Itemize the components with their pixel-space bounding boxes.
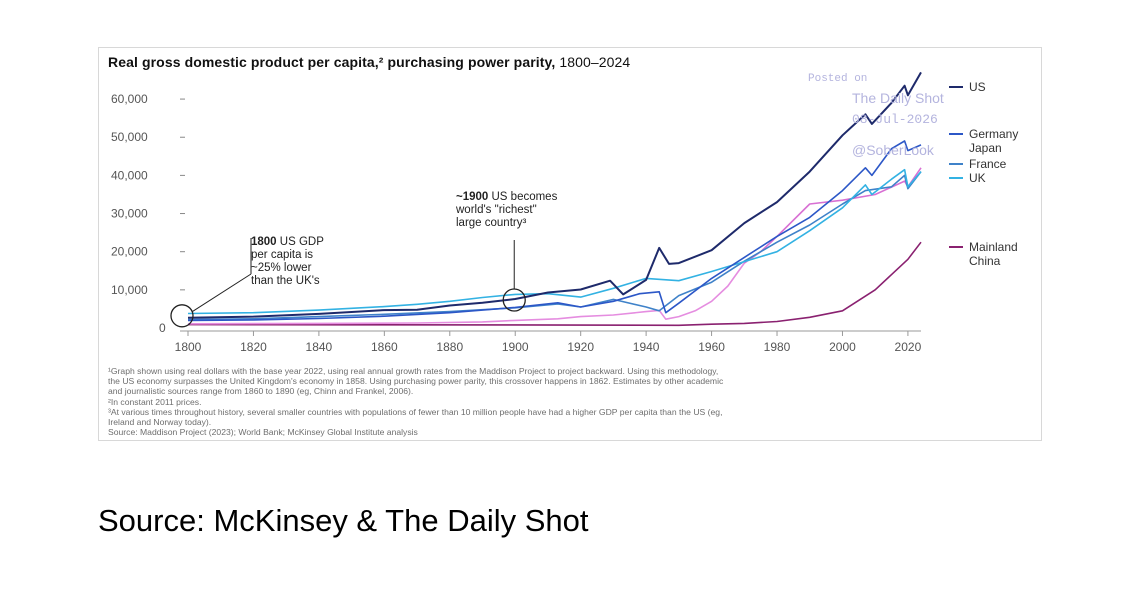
legend-label: US	[969, 80, 986, 94]
footnote-line: Source: Maddison Project (2023); World B…	[108, 427, 418, 438]
footnote-line: ²In constant 2011 prices.	[108, 396, 202, 407]
x-tick-label: 1940	[633, 340, 660, 354]
y-tick-label: 30,000	[111, 207, 148, 221]
x-tick-label: 1880	[436, 340, 463, 354]
chart-plot: 0 10,000 20,000 30,000 40,000 50,000 60,000 180…	[111, 71, 1018, 354]
annotation-1800: 1800 US GDP per capita is ~25% lower than t…	[251, 236, 324, 287]
x-tick-label: 1860	[371, 340, 398, 354]
chart-figure: Real gross domestic product per capita,²…	[98, 47, 1042, 441]
footnote-line: ³At various times throughout history, se…	[108, 406, 723, 417]
series-line-us	[187, 71, 922, 319]
x-tick-label: 2020	[895, 340, 922, 354]
x-tick-label: 2000	[829, 340, 856, 354]
footnote-line: and journalistic sources range from 1860…	[108, 386, 414, 397]
chart-title-years: 1800–2024	[555, 54, 631, 70]
footnote-line: Ireland and Norway today).	[108, 417, 212, 428]
x-tick-label: 1900	[502, 340, 529, 354]
footnote-line: ¹Graph shown using real dollars with the…	[108, 366, 719, 376]
y-tick-label: 20,000	[111, 245, 148, 259]
annotation-circle-1800	[170, 304, 194, 328]
series-line-germany	[187, 140, 922, 322]
legend-label: UK	[969, 171, 986, 185]
source-caption: Source: McKinsey & The Daily Shot	[98, 503, 589, 538]
watermark-source: The Daily Shot	[852, 90, 944, 106]
series-line-china	[187, 241, 922, 327]
legend-label: Mainland	[969, 240, 1018, 254]
chart-title: Real gross domestic product per capita,²…	[108, 54, 630, 70]
chart-footnotes: ¹Graph shown using real dollars with the…	[108, 366, 1033, 437]
x-tick-label: 1960	[698, 340, 725, 354]
x-tick-label: 1840	[306, 340, 333, 354]
x-tick-label: 1820	[240, 340, 267, 354]
legend-label: Japan	[969, 141, 1002, 155]
legend-label: France	[969, 157, 1007, 171]
annotation-1900: ~1900 US becomes world's "richest" large c…	[455, 191, 558, 229]
legend-label: China	[969, 254, 1001, 268]
y-tick-label: 10,000	[111, 283, 148, 297]
footnote-line: the US economy surpasses the United King…	[108, 376, 724, 387]
x-tick-label: 1920	[567, 340, 594, 354]
series-line-uk	[187, 168, 922, 315]
series-line-japan-early	[187, 262, 745, 325]
y-tick-label: 60,000	[111, 92, 148, 106]
chart-title-bold: Real gross domestic product per capita,²…	[108, 54, 556, 70]
y-tick-label: 50,000	[111, 130, 148, 144]
x-tick-label: 1980	[764, 340, 791, 354]
watermark-date: 08-Jul-2026	[852, 112, 938, 127]
annotation-leader-1800	[191, 273, 252, 313]
watermark-posted-on: Posted on	[808, 73, 868, 85]
y-tick-label: 0	[159, 321, 166, 335]
y-tick-label: 40,000	[111, 168, 148, 182]
x-tick-label: 1800	[175, 340, 202, 354]
watermark-handle: @SoberLook	[852, 142, 934, 158]
legend-label: Germany	[969, 127, 1018, 141]
